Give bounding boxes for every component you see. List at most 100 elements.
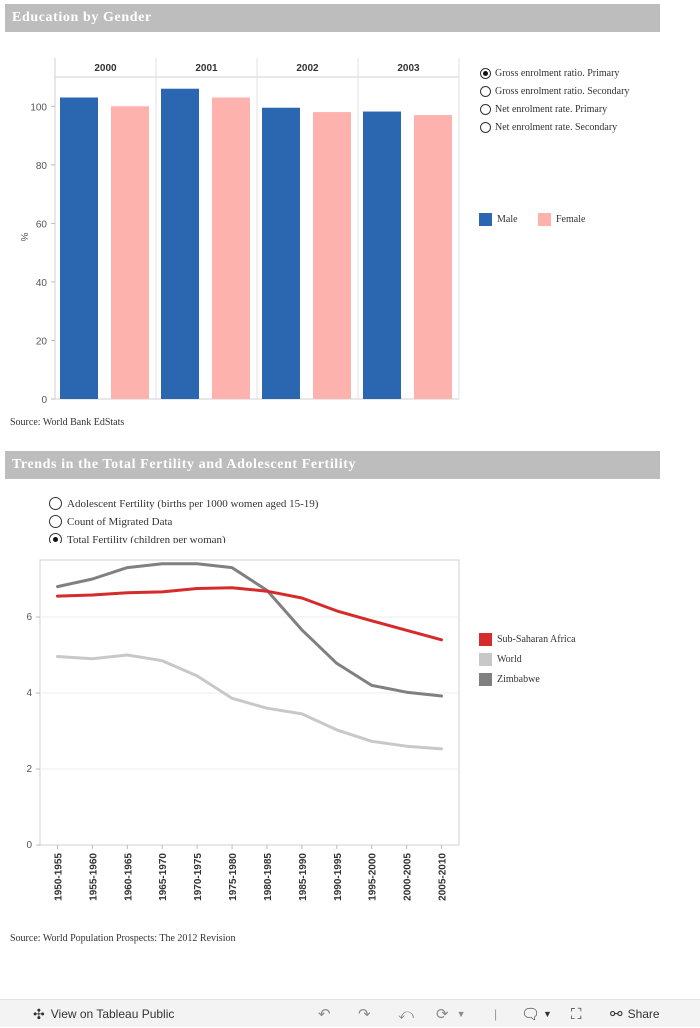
x-tick-label: 1950-1955 (53, 853, 64, 901)
tableau-logo-icon: ✣ (33, 1005, 45, 1022)
legend-label: World (497, 654, 522, 665)
x-tick-label: 1980-1985 (263, 853, 274, 901)
y-tick-label: 0 (41, 395, 47, 406)
option-label: Adolescent Fertility (births per 1000 wo… (67, 497, 319, 510)
bar-male-2001 (161, 88, 199, 399)
y-axis-label: % (18, 233, 29, 242)
y-tick-label: 20 (36, 336, 48, 347)
option-net-secondary[interactable]: Net enrolment rate. Secondary (480, 122, 617, 133)
bar-female-2002 (313, 112, 351, 400)
fertility-title: Trends in the Total Fertility and Adoles… (12, 457, 357, 472)
chevron-down-icon: ▼ (543, 1009, 552, 1019)
view-on-tableau-label: View on Tableau Public (50, 1007, 175, 1021)
legend-swatch-male (479, 213, 492, 226)
column-header-label: 2002 (296, 63, 319, 74)
revert-button[interactable]: ⤺ (398, 1000, 414, 1028)
bar-female-2000 (111, 106, 149, 399)
legend-swatch-world (479, 653, 492, 666)
comment-button[interactable]: 🗨 ▼ (521, 1000, 552, 1028)
legend-item-zimbabwe[interactable]: Zimbabwe (479, 673, 540, 686)
radio-gross-primary[interactable] (480, 68, 491, 79)
legend-label: Male (497, 214, 518, 225)
legend-label: Female (556, 214, 586, 225)
radio-net-primary[interactable] (480, 104, 491, 115)
plot-frame (39, 559, 460, 846)
y-tick-label: 0 (26, 840, 32, 851)
x-tick-label: 1995-2000 (368, 853, 379, 901)
y-tick-label: 80 (36, 161, 48, 172)
refresh-button[interactable]: ⟳ ▼ (436, 1000, 466, 1028)
option-total-fertility[interactable]: Total Fertility (children per woman) (49, 533, 226, 543)
bar-male-2000 (60, 97, 98, 399)
option-gross-secondary[interactable]: Gross enrolment ratio. Secondary (480, 86, 629, 97)
fullscreen-icon: ⛶ (571, 1005, 582, 1023)
y-tick-label: 40 (36, 278, 48, 289)
x-tick-label: 1960-1965 (123, 853, 134, 901)
education-title: Education by Gender (12, 10, 152, 25)
series-line-zimbabwe (56, 562, 443, 698)
radio-adolescent-fertility[interactable] (49, 497, 62, 510)
column-header-label: 2000 (94, 63, 117, 74)
bar-female-2001 (212, 97, 250, 399)
option-gross-primary[interactable]: Gross enrolment ratio. Primary (480, 68, 619, 79)
fertility-line-chart: 0 2 4 6 1950-1955 1955-1960 1960-1965 1965-1970… (26, 559, 460, 901)
view-on-tableau-link[interactable]: ✣ View on Tableau Public (33, 1000, 174, 1028)
x-tick-label: 1975-1980 (228, 853, 239, 901)
redo-button[interactable]: ↷ (358, 1000, 371, 1028)
tableau-toolbar: ✣ View on Tableau Public ↶ ↷ ⤺ ⟳ ▼ | 🗨 ▼… (0, 999, 700, 1027)
x-tick-label: 2005-2010 (438, 853, 449, 901)
share-button[interactable]: ⚯ Share (610, 1000, 660, 1028)
option-adolescent-fertility[interactable]: Adolescent Fertility (births per 1000 wo… (49, 497, 318, 510)
option-net-primary[interactable]: Net enrolment rate. Primary (480, 104, 607, 115)
option-label: Gross enrolment ratio. Secondary (495, 86, 630, 97)
y-tick-label: 100 (30, 102, 47, 113)
redo-icon: ↷ (358, 1006, 371, 1023)
revert-icon: ⤺ (398, 1005, 415, 1023)
legend-item-world[interactable]: World (479, 653, 522, 666)
option-label: Total Fertility (children per woman) (67, 533, 226, 544)
legend-label: Zimbabwe (497, 674, 540, 685)
fertility-source: Source: World Population Prospects: The … (10, 933, 236, 944)
fertility-section-header: Trends in the Total Fertility and Adoles… (5, 451, 660, 479)
comment-icon: 🗨 (521, 1006, 541, 1023)
chevron-down-icon: ▼ (456, 1009, 466, 1019)
series-line-world (56, 653, 443, 751)
radio-total-fertility[interactable] (49, 533, 62, 543)
education-bar-chart: 0 20 40 60 80 100% 2000 2001 2002 2003 (18, 58, 460, 406)
bar-male-2002 (262, 107, 300, 400)
fullscreen-button[interactable]: ⛶ (571, 1000, 582, 1028)
refresh-icon: ⟳ (436, 1006, 449, 1023)
x-tick-label: 1965-1970 (158, 853, 169, 901)
radio-net-secondary[interactable] (480, 122, 491, 133)
option-label: Net enrolment rate. Primary (495, 104, 608, 115)
x-tick-label: 1970-1975 (193, 853, 204, 901)
radio-gross-secondary[interactable] (480, 86, 491, 97)
option-label: Count of Migrated Data (67, 515, 173, 528)
education-section-header: Education by Gender (5, 4, 660, 32)
legend-item-female[interactable]: Female (538, 213, 585, 226)
column-header-label: 2001 (195, 63, 218, 74)
share-icon: ⚯ (610, 1006, 623, 1023)
toolbar-separator: | (494, 1007, 498, 1021)
x-tick-label: 1985-1990 (298, 853, 309, 901)
y-tick-label: 60 (36, 219, 48, 230)
x-tick-label: 1990-1995 (333, 853, 344, 901)
undo-button[interactable]: ↶ (318, 1000, 331, 1028)
legend-swatch-female (538, 213, 551, 226)
undo-icon: ↶ (318, 1006, 331, 1023)
legend-item-male[interactable]: Male (479, 213, 518, 226)
legend-label: Sub-Saharan Africa (497, 634, 576, 645)
option-label: Gross enrolment ratio. Primary (495, 68, 620, 79)
legend-item-ssa[interactable]: Sub-Saharan Africa (479, 633, 576, 646)
share-label: Share (627, 1007, 660, 1021)
legend-swatch-ssa (479, 633, 492, 646)
y-tick-label: 4 (26, 688, 32, 699)
option-count-migrated[interactable]: Count of Migrated Data (49, 515, 172, 528)
series-line-sub-saharan-africa (56, 586, 443, 642)
option-label: Net enrolment rate. Secondary (495, 122, 618, 133)
education-source: Source: World Bank EdStats (10, 417, 125, 428)
radio-count-migrated[interactable] (49, 515, 62, 528)
y-tick-label: 2 (26, 764, 32, 775)
column-header-label: 2003 (397, 63, 420, 74)
fertility-options: Adolescent Fertility (births per 1000 wo… (45, 496, 365, 543)
